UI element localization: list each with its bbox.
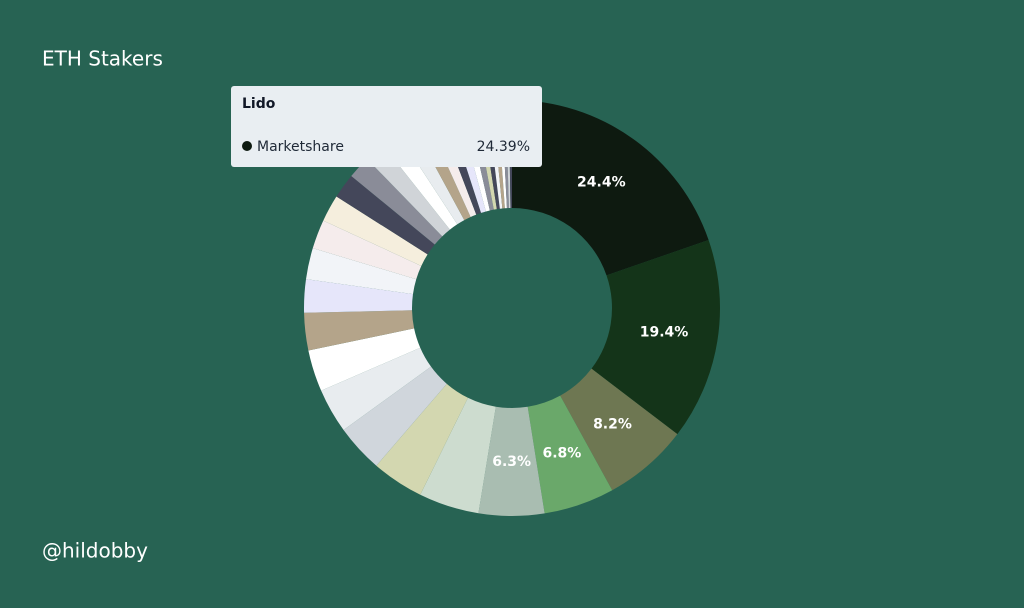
- slice: [376, 383, 468, 495]
- tooltip-title: Lido: [242, 96, 276, 112]
- slice: [351, 158, 443, 245]
- slice: [560, 368, 678, 491]
- tooltip-swatch: [242, 141, 252, 151]
- slice: [336, 175, 435, 255]
- slice: [512, 100, 709, 276]
- slice: [312, 220, 422, 280]
- tooltip: Lido Marketshare 24.39%: [231, 86, 542, 167]
- slice: [343, 366, 447, 466]
- chart-title: ETH Stakers: [42, 47, 163, 71]
- data-label: 19.4%: [640, 324, 689, 340]
- slice: [478, 406, 545, 516]
- data-label: 24.4%: [577, 175, 626, 191]
- slice: [304, 279, 413, 313]
- data-label: 6.3%: [492, 454, 531, 470]
- slice: [591, 240, 720, 435]
- tooltip-value: 24.39%: [477, 139, 530, 155]
- credit: @hildobby: [42, 539, 148, 563]
- slice: [527, 395, 613, 514]
- slice: [308, 328, 421, 391]
- tooltip-box: [231, 86, 542, 167]
- slice: [366, 144, 450, 237]
- slice: [306, 248, 417, 295]
- data-label: 6.8%: [543, 446, 582, 462]
- slice: [420, 397, 496, 514]
- data-label: 8.2%: [593, 417, 632, 433]
- slice: [321, 347, 432, 431]
- slice: [323, 196, 428, 266]
- tooltip-series: Marketshare: [257, 139, 344, 155]
- slice: [304, 310, 415, 351]
